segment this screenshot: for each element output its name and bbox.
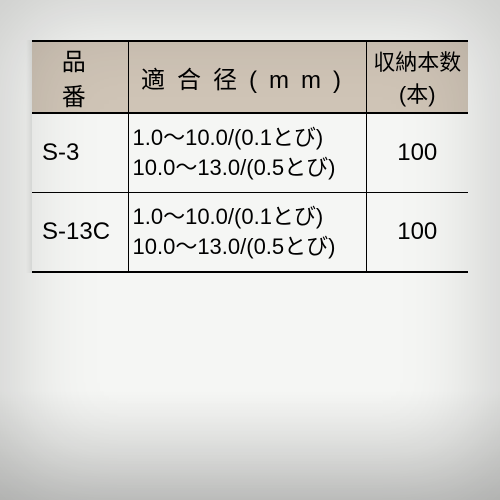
dia-line1: 1.0～10.0/(0.1とび)	[133, 125, 324, 150]
cell-capacity: 100	[366, 193, 468, 273]
col-header-capacity: 収納本数(本)	[366, 41, 468, 113]
cell-diameter: 1.0～10.0/(0.1とび) 10.0～13.0/(0.5とび)	[128, 113, 366, 193]
col-header-diameter: 適合径(mm)	[128, 41, 366, 113]
table-header-row: 品 番 適合径(mm) 収納本数(本)	[32, 41, 468, 113]
bottom-shadow	[0, 390, 500, 500]
cell-diameter: 1.0～10.0/(0.1とび) 10.0～13.0/(0.5とび)	[128, 193, 366, 273]
col-header-partno: 品 番	[32, 41, 128, 113]
spec-table-container: 品 番 適合径(mm) 収納本数(本) S-3 1.0～10.0/(0.1とび)…	[32, 40, 468, 273]
dia-line2: 10.0～13.0/(0.5とび)	[133, 155, 336, 180]
dia-line1: 1.0～10.0/(0.1とび)	[133, 204, 324, 229]
cell-capacity: 100	[366, 113, 468, 193]
spec-table: 品 番 適合径(mm) 収納本数(本) S-3 1.0～10.0/(0.1とび)…	[32, 40, 468, 273]
dia-line2: 10.0～13.0/(0.5とび)	[133, 234, 336, 259]
cell-partno: S-3	[32, 113, 128, 193]
cell-partno: S-13C	[32, 193, 128, 273]
table-row: S-13C 1.0～10.0/(0.1とび) 10.0～13.0/(0.5とび)…	[32, 193, 468, 273]
table-row: S-3 1.0～10.0/(0.1とび) 10.0～13.0/(0.5とび) 1…	[32, 113, 468, 193]
